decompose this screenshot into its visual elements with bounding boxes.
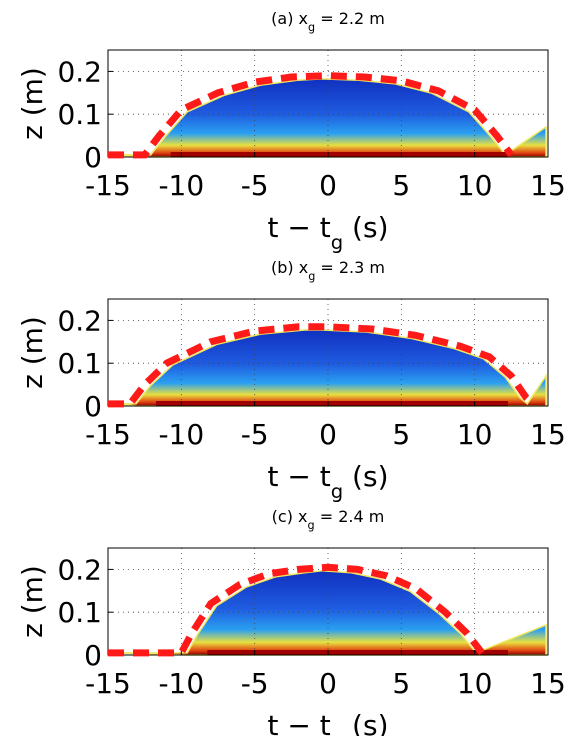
field-bottom: [156, 401, 508, 406]
x-axis-label-part: (s): [343, 460, 388, 493]
y-tick-label: 0: [84, 141, 102, 174]
x-tick-label: 0: [319, 169, 337, 202]
curve: [108, 72, 515, 159]
x-tick-label: -10: [158, 418, 204, 451]
panel-title-part: = 2.3 m: [315, 258, 385, 277]
field-bottom: [207, 650, 509, 655]
x-tick-label: -15: [85, 418, 131, 451]
x-tick-label: -5: [241, 169, 269, 202]
panel-title-part: = 2.2 m: [315, 9, 385, 28]
axes-box: [107, 298, 549, 407]
x-axis-label-part: t − t: [268, 460, 331, 493]
field-bottom: [170, 152, 508, 157]
panel-title-part: (c) x: [272, 507, 308, 526]
x-axis-label-part: g: [331, 231, 343, 254]
field-image: [113, 78, 547, 158]
curve: [108, 563, 485, 657]
x-tick-label: -15: [85, 169, 131, 202]
axes-box: [107, 49, 549, 158]
x-tick-label: -15: [85, 667, 131, 700]
y-tick-label: 0.2: [57, 55, 102, 88]
x-axis-label-part: t − t: [268, 211, 331, 244]
y-tick-label: 0.1: [57, 347, 102, 380]
y-tick-label: 0.1: [57, 98, 102, 131]
y-tick-label: 0: [84, 390, 102, 423]
panel-title-part: g: [308, 519, 315, 532]
x-axis-label-part: (s): [343, 709, 388, 736]
x-tick-label: 5: [392, 667, 410, 700]
y-axis-label: z (m): [16, 67, 49, 140]
x-tick-label: -10: [158, 667, 204, 700]
x-tick-label: 10: [457, 418, 493, 451]
y-tick-label: 0.1: [57, 596, 102, 629]
x-axis-label-part: g: [331, 480, 343, 503]
y-axis-label: z (m): [16, 565, 49, 638]
y-tick-label: 0.2: [57, 304, 102, 337]
x-tick-label: 5: [392, 169, 410, 202]
x-axis-label: t − tg (s): [268, 460, 389, 503]
x-tick-label: 15: [530, 418, 566, 451]
panel-title-part: g: [308, 21, 315, 34]
x-tick-label: 0: [319, 667, 337, 700]
x-axis-label-part: t − t: [268, 709, 331, 736]
x-tick-label: 15: [530, 169, 566, 202]
x-axis-label-part: g: [331, 729, 343, 737]
x-tick-label: -5: [241, 418, 269, 451]
x-tick-label: 0: [319, 418, 337, 451]
axes-box: [107, 547, 549, 656]
x-axis-label: t − tg (s): [268, 211, 389, 254]
x-tick-label: 10: [457, 667, 493, 700]
x-tick-label: -5: [241, 667, 269, 700]
field-image: [113, 570, 547, 656]
y-tick-label: 0: [84, 639, 102, 672]
panel-title: (c) xg = 2.4 m: [272, 507, 385, 532]
panel-title: (a) xg = 2.2 m: [271, 9, 385, 34]
x-tick-label: 15: [530, 667, 566, 700]
field-image: [113, 329, 547, 407]
x-tick-label: 10: [457, 169, 493, 202]
panel-title-part: (a) x: [271, 9, 308, 28]
panel-title-part: (b) x: [271, 258, 308, 277]
curve: [108, 323, 536, 408]
panel-title-part: g: [308, 270, 315, 283]
x-axis-label-part: (s): [343, 211, 388, 244]
panel-title-part: = 2.4 m: [315, 507, 385, 526]
y-axis-label: z (m): [16, 316, 49, 389]
panel-title: (b) xg = 2.3 m: [271, 258, 385, 283]
y-tick-label: 0.2: [57, 553, 102, 586]
x-tick-label: 5: [392, 418, 410, 451]
x-tick-label: -10: [158, 169, 204, 202]
x-axis-label: t − tg (s): [268, 709, 389, 736]
